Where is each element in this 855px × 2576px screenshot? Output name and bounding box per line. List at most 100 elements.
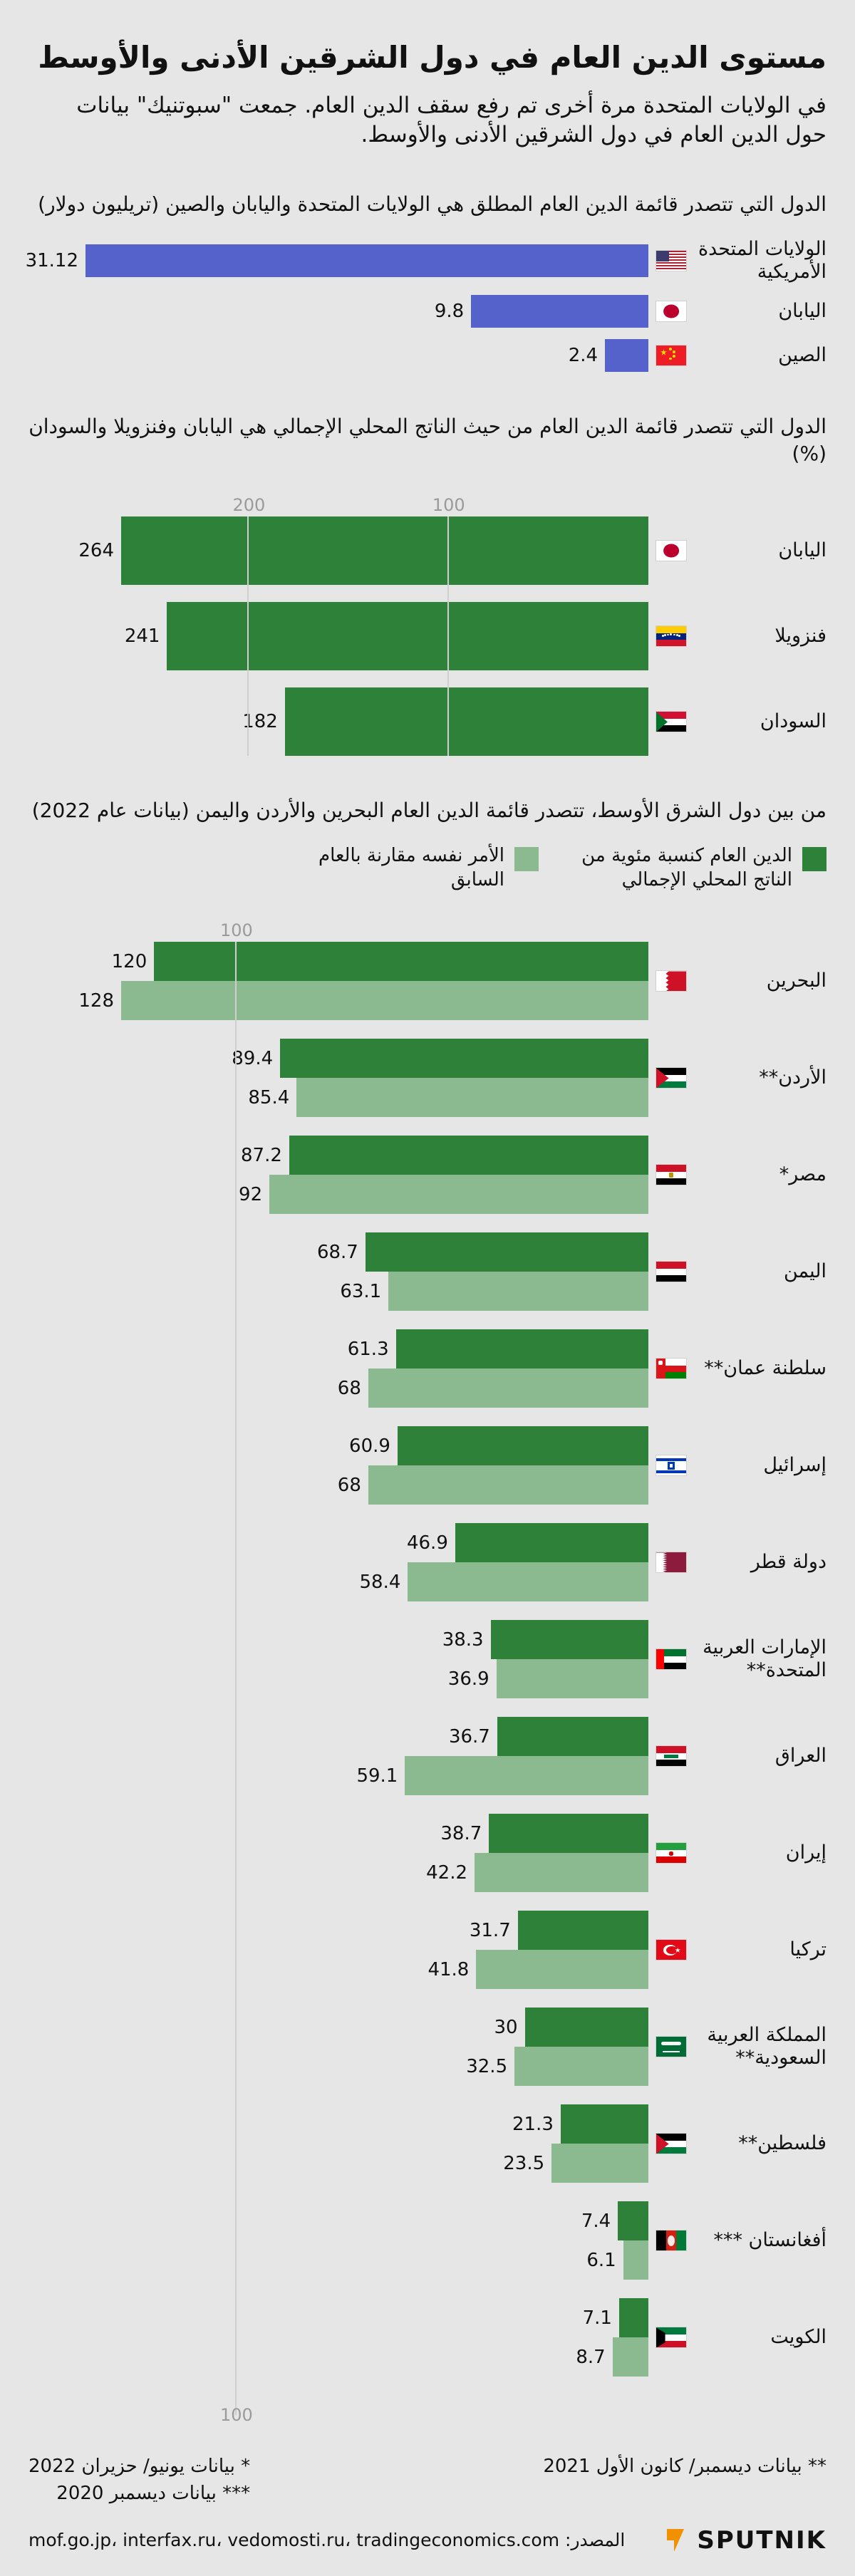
bar-subrow: 32.5 [28,2047,648,2087]
bar-value-label: 42.2 [426,1861,468,1884]
country-label-cell: فنزويلا [648,625,826,648]
bar-value-label: 85.4 [248,1086,290,1108]
country-label-cell: العراق [648,1745,826,1767]
chart-absolute-debt: الولايات المتحدة الأمريكية 31.12 اليابان 9.… [26,237,826,373]
bar-pair: 46.9 58.4 [28,1523,648,1602]
sputnik-logo: SPUTNIK [665,2526,826,2555]
chart-plot-body: البحرين 120 128 الأردن** 89.4 85.4 مصر* 87.2 92 ا… [28,942,826,2416]
bar-value [475,1853,648,1893]
bar-value [605,339,648,373]
chart-axis-bottom: 100 [28,2395,648,2432]
bar-value [284,687,648,757]
bar-value-label: 68 [337,1474,361,1496]
source-text: المصدر: mof.go.jp، interfax.ru، vedomost… [28,2530,626,2551]
bar-value-label: 46.9 [406,1532,448,1554]
bar-value-label: 59.1 [356,1765,398,1787]
country-name: أفغانستان *** [713,2229,826,2252]
bar-subrow: 23.5 [28,2144,648,2183]
bar-value-label: 2.4 [568,345,598,367]
country-name: مصر* [779,1163,826,1186]
footnote-group-right: * بيانات يونيو/ حزيران 2022 *** بيانات دي… [28,2453,250,2507]
bar-value [269,1175,648,1215]
bar-area: 31.12 [19,244,648,277]
bar-subrow: 46.9 [28,1523,648,1563]
bar-value-label: 63.1 [340,1280,382,1302]
chart-row: دولة قطر 46.9 58.4 [28,1523,826,1602]
bar-value [517,1911,648,1951]
bar-subrow: 38.3 [28,1620,648,1660]
country-name: إسرائيل [763,1454,826,1477]
bar-subrow: 30 [28,2008,648,2047]
bar-pair: 60.9 68 [28,1426,648,1505]
country-name: فنزويلا [774,625,826,648]
bar-value-label: 128 [78,990,114,1012]
country-label-cell: إسرائيل [648,1454,826,1477]
axis-tick-label: 100 [219,920,253,941]
bar-subrow: 63.1 [28,1272,648,1312]
country-label-cell: المملكة العربية السعودية** [648,2024,826,2070]
axis-gridline [234,942,237,2416]
bar-subrow: 21.3 [28,2104,648,2144]
chart-title-debt-to-gdp-top: الدول التي تتصدر قائمة الدين العام من حي… [28,415,826,465]
chart-row: الولايات المتحدة الأمريكية 31.12 [26,237,826,284]
legend-swatch [514,846,539,871]
bar-subrow: 36.7 [28,1717,648,1757]
flag-sa-icon [656,2036,687,2058]
country-name: الأردن** [759,1066,826,1089]
sputnik-wordmark: SPUTNIK [697,2525,826,2555]
bar-value [405,1756,648,1796]
bar-subrow: 8.7 [28,2337,648,2377]
country-name: العراق [774,1745,826,1767]
axis-tick-label: 100 [219,2405,253,2426]
section-absolute-debt: الدول التي تتصدر قائمة الدين العام المطل… [0,191,855,373]
flag-om-icon [656,1358,687,1380]
country-label-cell: أفغانستان *** [648,2229,826,2252]
country-label-cell: الكويت [648,2326,826,2349]
country-name: اليمن [783,1260,826,1283]
bar-subrow: 120 [28,942,648,982]
bar-subrow: 68.7 [28,1232,648,1272]
bar-pair: 38.7 42.2 [28,1814,648,1893]
country-label-cell: تركيا [648,1938,826,1961]
country-label-cell: فلسطين** [648,2132,826,2155]
bar-value [121,981,648,1021]
sputnik-mark-icon [665,2526,690,2555]
chart-legend: الدين العام كنسبة مئوية من الناتج المحلي… [28,844,826,893]
bar-value-label: 36.9 [447,1668,489,1690]
bar-value-label: 21.3 [512,2113,554,2135]
country-name: الولايات المتحدة الأمريكية [698,237,826,283]
chart-row: الإمارات العربية المتحدة** 38.3 36.9 [28,1620,826,1699]
flag-tr-icon [656,1939,687,1961]
axis-gridline [447,516,449,757]
bar-pair: 7.4 6.1 [28,2201,648,2280]
bar-pair: 21.3 23.5 [28,2104,648,2183]
bar-area: 241 [28,602,648,671]
flag-ae-icon [656,1648,687,1671]
flag-ve-icon [656,625,687,648]
chart-axis: 100 [28,910,648,942]
chart-middle-east-debt: 100 البحرين 120 128 الأردن** 89.4 85.4 مصر* 87.2… [28,910,826,2432]
bar-value-label: 92 [239,1183,263,1205]
bar-subrow: 68 [28,1368,648,1408]
bar-subrow: 7.1 [28,2298,648,2338]
bar-value [514,2047,648,2087]
bar-value-label: 58.4 [359,1571,401,1593]
flag-sd-icon [656,711,687,733]
country-name: دولة قطر [750,1551,826,1574]
bar-subrow: 85.4 [28,1078,648,1118]
bar-value [618,2298,648,2338]
country-label-cell: البحرين [648,970,826,992]
bar-value-label: 120 [111,950,147,972]
bar-pair: 7.1 8.7 [28,2298,648,2377]
legend-item: الدين العام كنسبة مئوية من الناتج المحلي… [557,844,826,893]
flag-bh-icon [656,970,687,992]
bar-value [167,602,648,671]
bar-value [86,244,648,277]
bar-value [476,1950,648,1990]
bar-value-label: 60.9 [349,1435,390,1457]
bar-subrow: 61.3 [28,1329,648,1369]
bar-subrow: 92 [28,1175,648,1215]
bar-value-label: 36.7 [448,1725,490,1747]
bar-value [296,1078,648,1118]
